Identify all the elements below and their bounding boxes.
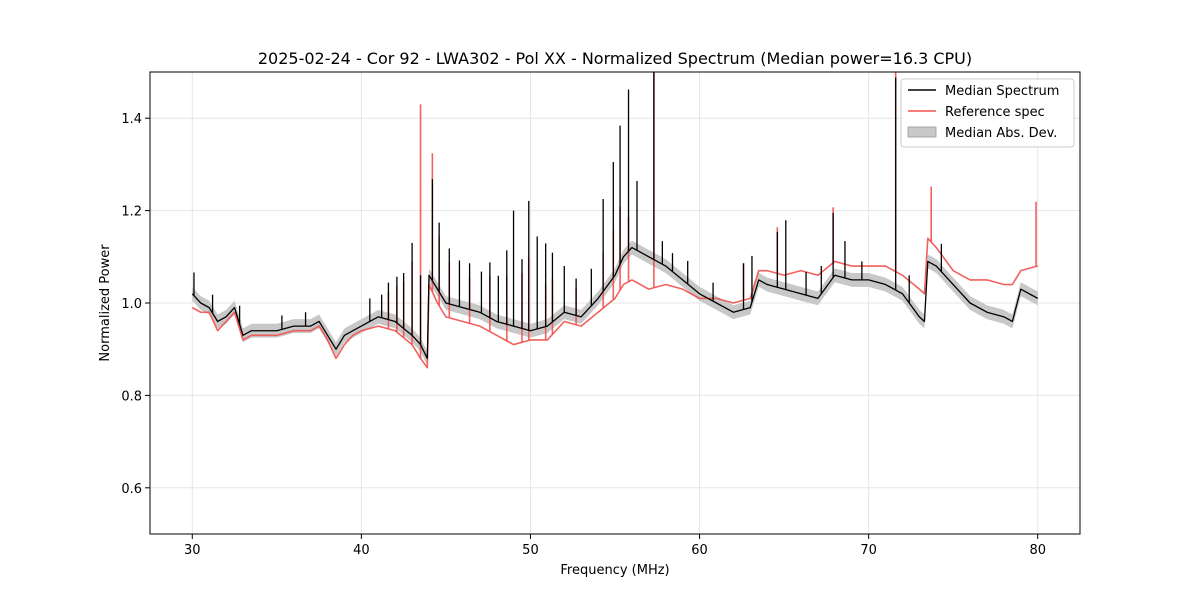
legend-swatch-mad: [907, 126, 937, 138]
y-tick-label: 1.4: [121, 112, 142, 127]
median-line: [191, 246, 1039, 360]
x-axis-label: Frequency (MHz): [560, 563, 669, 578]
reference-line: [191, 237, 1038, 369]
x-tick-label: 80: [1029, 543, 1046, 558]
x-tick-label: 30: [184, 543, 201, 558]
y-tick-label: 1.2: [121, 205, 142, 220]
x-tick-label: 40: [353, 543, 370, 558]
legend-label-median: Median Spectrum: [945, 84, 1059, 99]
y-axis-label: Normalized Power: [98, 244, 113, 362]
y-tick-label: 0.8: [121, 389, 142, 404]
legend-label-reference: Reference spec: [945, 105, 1045, 120]
legend: Median Spectrum Reference spec Median Ab…: [900, 78, 1075, 148]
chart-title: 2025-02-24 - Cor 92 - LWA302 - Pol XX - …: [258, 49, 972, 68]
y-tick-label: 0.6: [121, 482, 142, 497]
x-tick-label: 70: [860, 543, 877, 558]
median-series-layer: [191, 72, 1039, 360]
ticks: 30 40 50 60 70 80 0.6 0.8 1.0 1.2 1.4: [121, 112, 1046, 558]
x-tick-label: 60: [691, 543, 708, 558]
legend-box: [900, 78, 1075, 148]
y-tick-label: 1.0: [121, 297, 142, 312]
legend-label-mad: Median Abs. Dev.: [945, 126, 1057, 141]
x-tick-label: 50: [522, 543, 539, 558]
